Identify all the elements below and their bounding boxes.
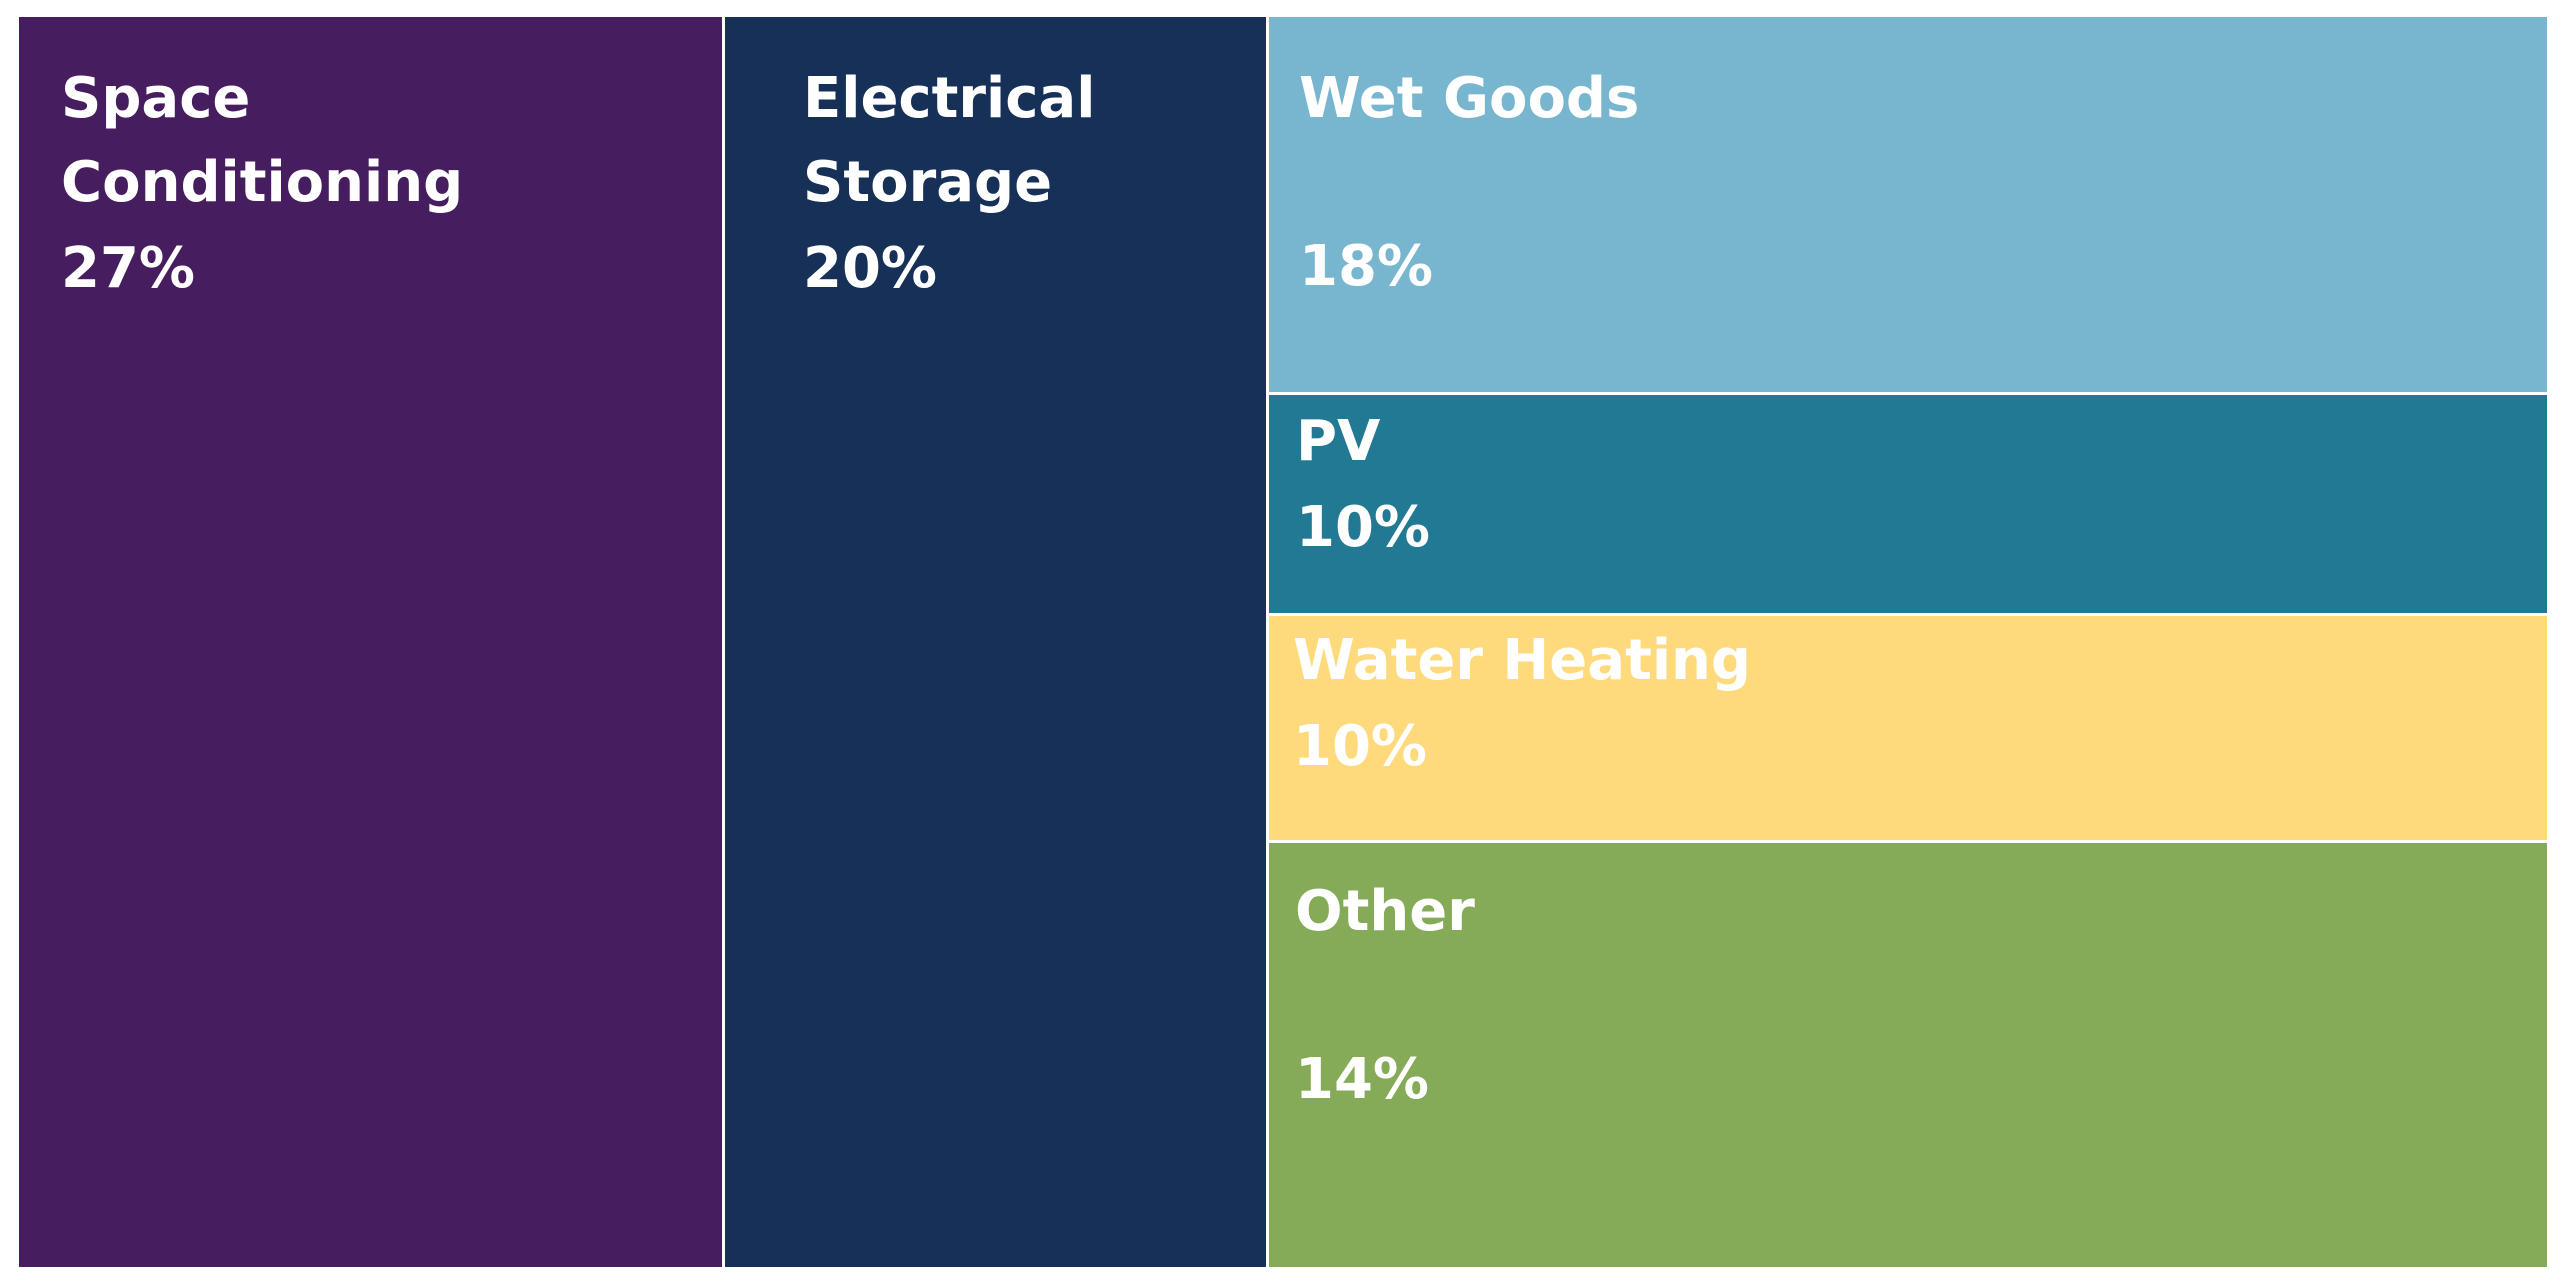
tile-label-other: Other [1295, 879, 1475, 944]
tile-value-wet-goods: 18% [1299, 234, 1434, 299]
tile-water-heating: Water Heating 10% [1266, 613, 2550, 843]
tile-label-electrical-storage: Electrical Storage [803, 66, 1096, 215]
tile-electrical-storage: Electrical Storage 20% [722, 14, 1269, 1270]
tile-other: Other 14% [1266, 840, 2550, 1270]
tile-value-electrical-storage: 20% [803, 236, 938, 301]
tile-value-water-heating: 10% [1293, 714, 1428, 779]
tile-value-space-conditioning: 27% [61, 236, 196, 301]
tile-space-conditioning: Space Conditioning 27% [16, 14, 725, 1270]
tile-label-water-heating: Water Heating [1293, 628, 1751, 693]
tile-label-pv: PV [1296, 409, 1381, 474]
tile-value-pv: 10% [1296, 495, 1431, 560]
tile-wet-goods: Wet Goods 18% [1266, 14, 2550, 395]
tile-label-space-conditioning: Space Conditioning [61, 66, 464, 215]
tile-label-wet-goods: Wet Goods [1299, 66, 1640, 131]
tile-value-other: 14% [1295, 1047, 1430, 1112]
tile-pv: PV 10% [1266, 392, 2550, 616]
